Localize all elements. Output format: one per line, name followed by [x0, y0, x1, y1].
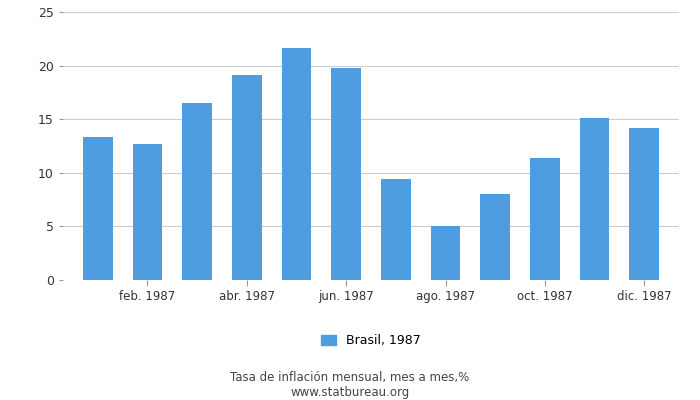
Bar [132, 144, 162, 280]
Bar [281, 48, 312, 280]
Bar [381, 179, 411, 280]
Bar [629, 128, 659, 280]
Bar [530, 158, 560, 280]
Text: Tasa de inflación mensual, mes a mes,%: Tasa de inflación mensual, mes a mes,% [230, 372, 470, 384]
Bar [182, 103, 212, 280]
Text: www.statbureau.org: www.statbureau.org [290, 386, 410, 399]
Legend: Brasil, 1987: Brasil, 1987 [321, 334, 421, 348]
Bar [480, 194, 510, 280]
Bar [83, 138, 113, 280]
Bar [430, 226, 461, 280]
Bar [331, 68, 361, 280]
Bar [580, 118, 610, 280]
Bar [232, 75, 262, 280]
